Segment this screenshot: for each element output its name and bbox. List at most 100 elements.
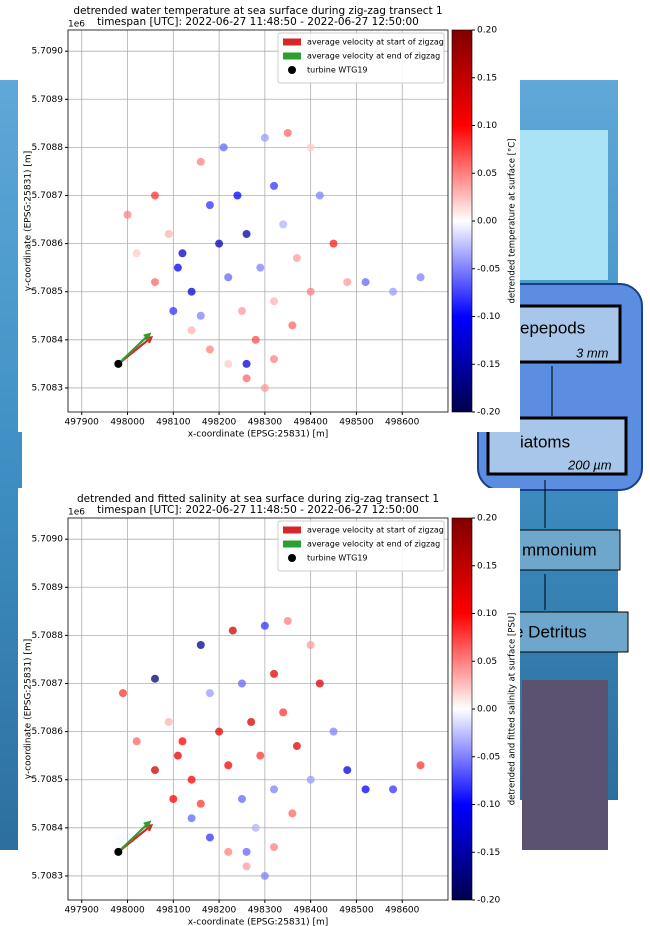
data-point bbox=[242, 374, 251, 383]
data-point bbox=[237, 306, 246, 315]
colorbar-tick-label: -0.20 bbox=[477, 408, 501, 418]
data-point bbox=[256, 263, 265, 272]
data-point bbox=[215, 239, 224, 248]
data-point bbox=[288, 809, 297, 818]
figure-background bbox=[18, 488, 520, 926]
data-point bbox=[329, 239, 338, 248]
chart-subtitle: timespan [UTC]: 2022-06-27 11:48:50 - 20… bbox=[97, 16, 419, 28]
legend-label: average velocity at end of zigzag bbox=[307, 540, 440, 549]
data-point bbox=[361, 278, 370, 287]
y-tick-label: 5.7088 bbox=[32, 143, 64, 153]
y-tick-label: 5.7085 bbox=[32, 775, 64, 785]
colorbar-tick-label: 0.05 bbox=[477, 169, 497, 179]
data-point bbox=[260, 871, 269, 880]
data-point bbox=[205, 201, 214, 210]
data-point bbox=[224, 359, 233, 368]
legend-box bbox=[277, 520, 445, 572]
colorbar-tick-label: 0.20 bbox=[477, 514, 497, 524]
data-point bbox=[315, 679, 324, 688]
x-tick-label: 498300 bbox=[248, 418, 283, 428]
data-point bbox=[187, 287, 196, 296]
figure-background bbox=[18, 0, 520, 432]
colorbar-tick-label: 0.00 bbox=[477, 217, 497, 227]
legend-label: average velocity at start of zigzag bbox=[307, 38, 444, 47]
data-point bbox=[224, 761, 233, 770]
colorbar-tick-label: 0.10 bbox=[477, 121, 497, 131]
legend-swatch bbox=[288, 66, 296, 74]
data-point bbox=[270, 355, 279, 364]
y-tick-label: 5.7089 bbox=[32, 583, 64, 593]
x-tick-label: 498300 bbox=[248, 906, 283, 916]
x-tick-label: 498500 bbox=[339, 418, 374, 428]
data-point bbox=[150, 674, 159, 683]
y-tick-label: 5.7083 bbox=[32, 871, 64, 881]
background-light bbox=[520, 130, 608, 280]
data-point bbox=[187, 775, 196, 784]
box-label: epepods bbox=[520, 318, 585, 337]
data-point bbox=[215, 727, 224, 736]
data-point bbox=[196, 311, 205, 320]
data-point bbox=[270, 669, 279, 678]
data-point bbox=[306, 287, 315, 296]
data-point bbox=[242, 359, 251, 368]
data-point bbox=[292, 742, 301, 751]
y-tick-label: 5.7086 bbox=[32, 727, 64, 737]
x-tick-label: 498600 bbox=[385, 418, 420, 428]
y-axis-label: y-coordinate (EPSG:25831) [m] bbox=[24, 639, 34, 779]
y-tick-label: 5.7090 bbox=[32, 47, 64, 57]
x-tick-label: 498100 bbox=[156, 418, 191, 428]
data-point bbox=[224, 273, 233, 282]
x-tick-label: 498000 bbox=[110, 418, 145, 428]
data-point bbox=[242, 862, 251, 871]
plot-frame bbox=[67, 517, 449, 901]
y-tick-label: 5.7087 bbox=[32, 679, 64, 689]
y-tick-label: 5.7083 bbox=[32, 383, 64, 393]
data-point bbox=[237, 679, 246, 688]
data-point bbox=[270, 297, 279, 306]
data-point bbox=[233, 191, 242, 200]
legend-swatch bbox=[283, 540, 301, 548]
data-point bbox=[260, 621, 269, 630]
data-point bbox=[283, 616, 292, 625]
colorbar bbox=[451, 29, 473, 413]
data-point bbox=[178, 249, 187, 258]
data-point bbox=[150, 278, 159, 287]
data-point bbox=[343, 766, 352, 775]
data-point bbox=[169, 794, 178, 803]
data-point bbox=[256, 751, 265, 760]
colorbar-tick-label: -0.10 bbox=[477, 312, 501, 322]
data-point bbox=[283, 128, 292, 137]
data-point bbox=[173, 263, 182, 272]
x-axis-label: x-coordinate (EPSG:25831) [m] bbox=[188, 918, 329, 926]
background-strip bbox=[0, 80, 22, 850]
legend-label: turbine WTG19 bbox=[307, 554, 368, 563]
y-tick-label: 5.7089 bbox=[32, 95, 64, 105]
data-point bbox=[132, 737, 141, 746]
x-tick-label: 497900 bbox=[65, 906, 100, 916]
data-point bbox=[132, 249, 141, 258]
chart-title: detrended and fitted salinity at sea sur… bbox=[77, 493, 439, 505]
data-point bbox=[118, 689, 127, 698]
data-point bbox=[306, 775, 315, 784]
box bbox=[509, 611, 629, 653]
legend-swatch bbox=[288, 554, 296, 562]
chart-subtitle: timespan [UTC]: 2022-06-27 11:48:50 - 20… bbox=[97, 504, 419, 516]
data-point bbox=[288, 321, 297, 330]
data-point bbox=[343, 278, 352, 287]
colorbar-tick-label: 0.15 bbox=[477, 561, 497, 571]
x-tick-label: 498200 bbox=[202, 906, 237, 916]
data-point bbox=[150, 191, 159, 200]
data-point bbox=[361, 785, 370, 794]
colorbar-label: detrended temperature at surface [°C] bbox=[508, 139, 518, 304]
y-tick-label: 5.7085 bbox=[32, 287, 64, 297]
data-point bbox=[205, 689, 214, 698]
velocity-arrow bbox=[117, 820, 152, 853]
turbine bbox=[114, 359, 123, 368]
data-point bbox=[173, 751, 182, 760]
data-point bbox=[416, 761, 425, 770]
colorbar-tick-label: -0.05 bbox=[477, 264, 500, 274]
colorbar-tick-label: -0.15 bbox=[477, 848, 500, 858]
x-tick-label: 498200 bbox=[202, 418, 237, 428]
colorbar-tick-label: 0.10 bbox=[477, 609, 497, 619]
